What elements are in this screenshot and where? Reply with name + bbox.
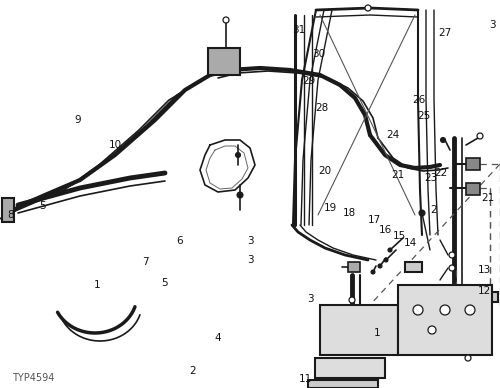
Circle shape	[428, 326, 436, 334]
Circle shape	[477, 133, 483, 139]
Circle shape	[449, 252, 455, 258]
Text: 3: 3	[246, 255, 254, 265]
Text: 1: 1	[94, 280, 101, 290]
Circle shape	[365, 5, 371, 11]
Circle shape	[440, 137, 446, 142]
Text: 9: 9	[74, 115, 81, 125]
Circle shape	[236, 152, 240, 158]
Text: 8: 8	[8, 210, 14, 220]
Text: 25: 25	[418, 111, 430, 121]
Text: 4: 4	[214, 333, 221, 343]
Text: 13: 13	[478, 265, 490, 275]
Text: 3: 3	[306, 294, 314, 304]
Text: 6: 6	[176, 236, 184, 246]
Text: 10: 10	[108, 140, 122, 151]
Text: 19: 19	[324, 203, 336, 213]
Text: 2: 2	[430, 204, 438, 215]
Polygon shape	[348, 262, 360, 272]
Text: 7: 7	[142, 257, 148, 267]
Circle shape	[237, 192, 243, 198]
Text: 12: 12	[478, 286, 490, 296]
Circle shape	[465, 305, 475, 315]
Text: 3: 3	[489, 20, 496, 30]
Text: 14: 14	[404, 237, 416, 248]
Polygon shape	[466, 183, 480, 195]
Circle shape	[384, 258, 388, 262]
Circle shape	[378, 264, 382, 268]
Text: 26: 26	[412, 95, 426, 105]
Text: 3: 3	[246, 236, 254, 246]
Text: 31: 31	[292, 25, 306, 35]
Text: 15: 15	[392, 230, 406, 241]
Text: 1: 1	[374, 328, 381, 338]
Circle shape	[388, 248, 392, 252]
Polygon shape	[483, 292, 498, 302]
Text: 28: 28	[315, 103, 328, 113]
Polygon shape	[405, 262, 422, 272]
Text: 20: 20	[318, 166, 332, 176]
Text: TYP4594: TYP4594	[12, 373, 54, 383]
Text: 27: 27	[438, 28, 452, 38]
Text: 16: 16	[378, 225, 392, 235]
Text: 11: 11	[298, 374, 312, 385]
Polygon shape	[2, 198, 14, 222]
Circle shape	[371, 270, 375, 274]
Circle shape	[349, 297, 355, 303]
Polygon shape	[208, 48, 240, 75]
Text: 18: 18	[342, 208, 355, 218]
Polygon shape	[466, 158, 480, 170]
Text: 5: 5	[39, 201, 46, 211]
Text: 17: 17	[368, 215, 380, 225]
Text: 29: 29	[302, 76, 316, 86]
Text: 21: 21	[391, 170, 404, 180]
Text: 5: 5	[162, 278, 168, 288]
Text: 24: 24	[386, 130, 399, 140]
Text: 2: 2	[189, 365, 196, 376]
Circle shape	[419, 210, 425, 216]
Text: 22: 22	[434, 168, 448, 178]
Polygon shape	[398, 285, 492, 355]
Polygon shape	[315, 358, 385, 378]
Circle shape	[440, 305, 450, 315]
Polygon shape	[320, 305, 398, 355]
Text: 30: 30	[312, 48, 326, 59]
Circle shape	[449, 265, 455, 271]
Text: 21: 21	[481, 193, 494, 203]
Circle shape	[223, 17, 229, 23]
Text: 23: 23	[424, 173, 438, 184]
Polygon shape	[308, 380, 378, 388]
Circle shape	[413, 305, 423, 315]
Circle shape	[465, 355, 471, 361]
